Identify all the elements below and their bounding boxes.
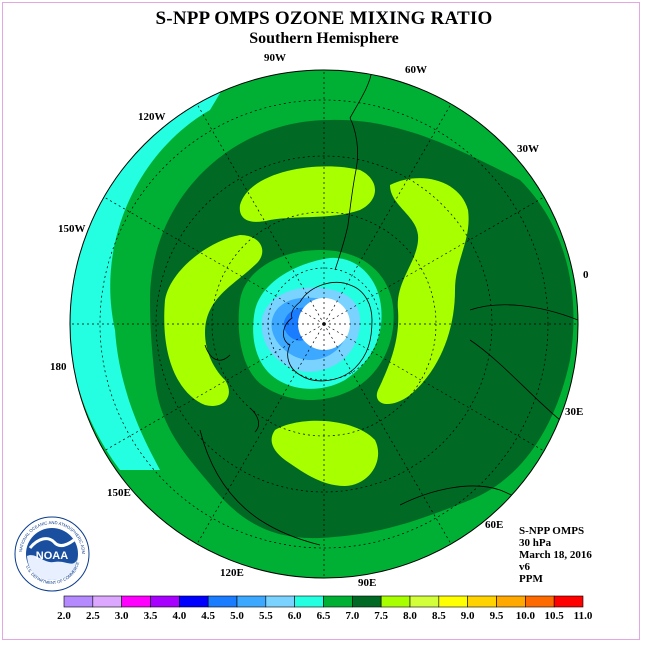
colorbar-tick-label: 7.5 [374, 610, 388, 622]
noaa-logo: NOAA NATIONAL OCEANIC AND ATMOSPHERIC AD… [14, 516, 90, 592]
colorbar-swatch [525, 595, 555, 608]
lon-label-90e: 90E [358, 577, 376, 589]
lon-label-120w: 120W [138, 111, 166, 123]
lon-label-150w: 150W [58, 223, 86, 235]
lime-patch-north [239, 166, 375, 222]
colorbar-swatch [179, 595, 209, 608]
colorbar-tick-label: 10.0 [516, 610, 536, 622]
info-date: March 18, 2016 [519, 549, 592, 561]
colorbar-tick-label: 5.5 [259, 610, 273, 622]
colorbar-tick-label: 8.0 [403, 610, 417, 622]
colorbar-tick-label: 2.5 [86, 610, 100, 622]
lon-label-90w: 90W [264, 52, 286, 64]
colorbar-swatch [150, 595, 180, 608]
info-version: v6 [519, 561, 530, 573]
map-subtitle: Southern Hemisphere [249, 30, 399, 47]
colorbar: 2.0 2.5 3.0 3.5 4.0 4.5 5.0 5.5 6.0 6.5 7.0 7.5 8.0 8… [57, 595, 593, 622]
colorbar-tick-label: 4.0 [172, 610, 186, 622]
colorbar-swatch [63, 595, 94, 608]
colorbar-tick-label: 10.5 [545, 610, 565, 622]
colorbar-tick-label: 3.0 [115, 610, 129, 622]
colorbar-swatch [438, 595, 468, 608]
info-instrument: S-NPP OMPS [519, 525, 585, 537]
lon-label-150e: 150E [107, 487, 131, 499]
colorbar-tick-label: 3.5 [144, 610, 158, 622]
colorbar-tick-label: 4.5 [201, 610, 215, 622]
colorbar-swatch [409, 595, 440, 608]
page-frame [2, 2, 640, 640]
lon-label-0: 0 [583, 269, 589, 281]
colorbar-tick-label: 9.5 [490, 610, 504, 622]
lon-label-60w: 60W [405, 64, 427, 76]
colorbar-swatch [467, 595, 497, 608]
graticule [70, 70, 578, 578]
colorbar-tick-label: 5.0 [230, 610, 244, 622]
info-level: 30 hPa [519, 537, 552, 549]
colorbar-tick-label: 9.0 [461, 610, 475, 622]
colorbar-swatch [380, 595, 411, 608]
colorbar-tick-label: 6.5 [317, 610, 331, 622]
colorbar-tick-label: 7.0 [345, 610, 359, 622]
colorbar-swatch [352, 595, 382, 608]
lime-patch-west [164, 235, 263, 406]
colorbar-tick-label: 8.5 [432, 610, 446, 622]
logo-wordmark: NOAA [36, 550, 68, 562]
lon-label-180: 180 [50, 361, 67, 373]
lon-label-30w: 30W [517, 143, 539, 155]
info-block: S-NPP OMPS 30 hPa March 18, 2016 v6 PPM [519, 525, 592, 585]
map-border [69, 69, 579, 579]
lime-patch-east [376, 178, 469, 405]
colorbar-swatch [121, 595, 151, 608]
lon-label-30e: 30E [565, 406, 583, 418]
coastlines [199, 70, 578, 546]
info-units: PPM [519, 573, 543, 585]
colorbar-swatch [553, 595, 584, 608]
colorbar-swatch [265, 595, 295, 608]
map-title: S-NPP OMPS OZONE MIXING RATIO [155, 8, 493, 29]
colorbar-swatch [92, 595, 122, 608]
colorbar-swatch [496, 595, 526, 608]
colorbar-swatch [294, 595, 324, 608]
colorbar-tick-label: 11.0 [574, 610, 593, 622]
colorbar-tick-label: 2.0 [57, 610, 71, 622]
lon-label-60e: 60E [485, 519, 503, 531]
colorbar-tick-label: 6.0 [288, 610, 302, 622]
colorbar-swatch [236, 595, 267, 608]
colorbar-swatch [323, 595, 353, 608]
colorbar-swatch [207, 595, 238, 608]
lon-label-120e: 120E [220, 567, 244, 579]
lime-patch-south [271, 420, 379, 486]
